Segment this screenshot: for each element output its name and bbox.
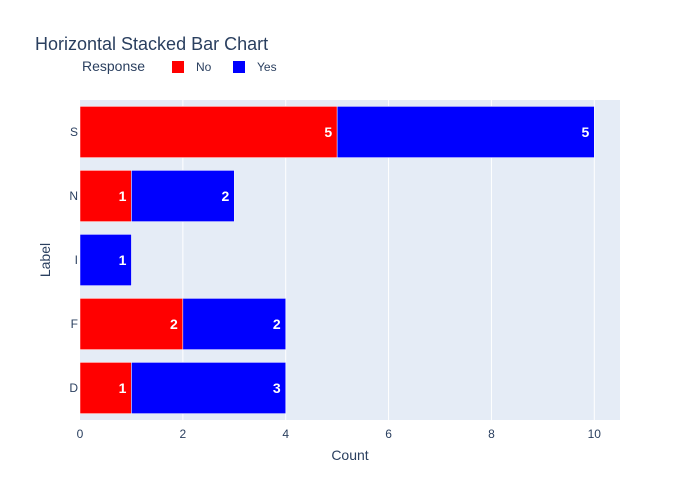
bar-label-N-no: 1 (119, 188, 127, 204)
y-tick-label-D: D (69, 381, 78, 395)
legend: Response No Yes (82, 58, 277, 74)
bar-label-F-no: 2 (170, 316, 178, 332)
x-tick-labels: 0 2 4 6 8 10 (77, 427, 602, 441)
bar-S-yes (336, 106, 595, 158)
y-axis-title: Label (37, 243, 53, 277)
y-tick-label-S: S (70, 125, 78, 139)
bar-I-yes (79, 234, 132, 286)
legend-title: Response (82, 58, 145, 74)
legend-label-no: No (196, 60, 212, 74)
x-tick-label-10: 10 (588, 427, 602, 441)
y-tick-labels: D F I N S (69, 125, 78, 395)
bar-N-yes (131, 170, 235, 222)
x-tick-label-4: 4 (282, 427, 289, 441)
bar-S-no (79, 106, 338, 158)
y-tick-label-N: N (69, 189, 78, 203)
x-tick-label-2: 2 (180, 427, 187, 441)
bar-label-D-no: 1 (119, 380, 127, 396)
y-tick-label-I: I (75, 253, 78, 267)
bar-N-no (79, 170, 132, 222)
bar-label-D-yes: 3 (273, 380, 281, 396)
x-tick-label-6: 6 (385, 427, 392, 441)
legend-label-yes: Yes (257, 60, 277, 74)
bar-label-I-yes: 1 (119, 252, 127, 268)
x-tick-label-8: 8 (488, 427, 495, 441)
legend-swatch-yes (233, 61, 245, 73)
legend-swatch-no (172, 61, 184, 73)
y-tick-label-F: F (71, 317, 78, 331)
bar-label-S-no: 5 (324, 124, 332, 140)
bar-F-yes (182, 298, 286, 350)
bar-label-F-yes: 2 (273, 316, 281, 332)
bar-D-yes (131, 362, 286, 414)
x-axis-title: Count (331, 447, 368, 463)
bar-D-no (79, 362, 132, 414)
bar-label-S-yes: 5 (581, 124, 589, 140)
bar-label-N-yes: 2 (221, 188, 229, 204)
bar-labels: 1 3 2 2 1 1 2 5 5 (119, 124, 590, 396)
chart-title: Horizontal Stacked Bar Chart (35, 34, 268, 54)
x-tick-label-0: 0 (77, 427, 84, 441)
bars (79, 106, 595, 414)
bar-F-no (79, 298, 184, 350)
